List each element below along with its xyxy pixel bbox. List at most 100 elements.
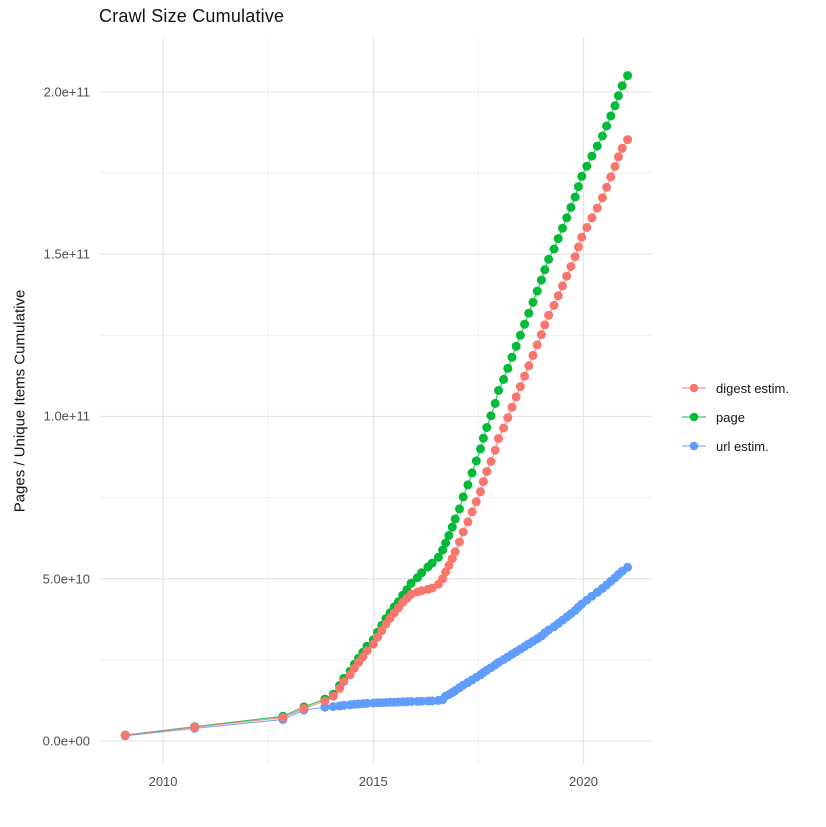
x-tick-label: 2015: [358, 774, 388, 789]
data-point-digest-estim: [467, 507, 477, 517]
data-point-page: [441, 538, 451, 548]
data-point-digest-estim: [503, 413, 513, 423]
data-point-page: [613, 91, 623, 101]
data-point-digest-estim: [299, 704, 309, 713]
data-point-page: [417, 568, 427, 578]
data-point-digest-estim: [610, 162, 620, 171]
data-point-digest-estim: [540, 320, 550, 330]
data-point-digest-estim: [476, 487, 485, 497]
y-tick-label: 2.0e+11: [43, 84, 90, 100]
data-point-digest-estim: [617, 143, 627, 153]
legend-label-url-estim: url estim.: [716, 438, 769, 454]
legend-key-page-icon: [682, 412, 706, 422]
data-point-digest-estim: [455, 537, 464, 547]
legend: digest estim. page url estim.: [681, 380, 789, 454]
data-point-page: [610, 101, 620, 111]
data-point-page: [499, 374, 509, 384]
data-point-digest-estim: [592, 203, 602, 213]
data-point-digest-estim: [120, 730, 130, 740]
data-point-digest-estim: [482, 467, 492, 477]
data-point-page: [507, 352, 517, 362]
data-point-digest-estim: [566, 262, 576, 271]
data-point-digest-estim: [377, 626, 387, 636]
data-point-digest-estim: [373, 632, 382, 642]
chart-title: Crawl Size Cumulative: [99, 6, 285, 26]
data-point-digest-estim: [190, 722, 200, 732]
data-point-page: [532, 286, 542, 296]
data-point-digest-estim: [623, 135, 633, 145]
data-point-page: [524, 308, 534, 318]
data-point-page: [562, 213, 572, 223]
data-point-digest-estim: [335, 683, 345, 693]
data-point-digest-estim: [507, 402, 517, 412]
data-point-page: [558, 223, 567, 233]
data-point-page: [503, 363, 513, 373]
data-point-page: [544, 254, 554, 264]
data-point-digest-estim: [536, 330, 546, 340]
data-point-page: [463, 480, 473, 490]
legend-item-digest-estim: digest estim.: [681, 380, 789, 396]
data-point-page: [458, 492, 468, 502]
data-point-digest-estim: [524, 361, 534, 371]
data-point-digest-estim: [499, 423, 509, 433]
y-tick-label: 5.0e+10: [42, 571, 90, 587]
data-point-digest-estim: [528, 350, 538, 360]
series-points-digest-estim: [120, 135, 633, 740]
data-point-digest-estim: [602, 182, 612, 192]
data-point-digest-estim: [345, 670, 355, 680]
data-point-digest-estim: [494, 434, 503, 443]
data-point-page: [587, 151, 597, 161]
x-tick-label: 2020: [569, 774, 598, 789]
legend-label-digest-estim: digest estim.: [716, 380, 789, 396]
legend-key-digest-estim-icon: [682, 383, 706, 393]
data-point-page: [566, 202, 576, 212]
data-point-digest-estim: [368, 639, 378, 649]
data-point-digest-estim: [613, 152, 623, 162]
y-tick-label: 0.0e+00: [42, 733, 90, 749]
data-point-digest-estim: [339, 677, 349, 687]
data-point-digest-estim: [447, 554, 457, 564]
data-point-url-estim: [406, 697, 416, 706]
data-point-page: [592, 141, 602, 151]
data-point-page: [406, 578, 416, 588]
legend-label-page: page: [716, 409, 745, 425]
data-point-digest-estim: [515, 382, 525, 392]
data-point-page: [573, 182, 583, 192]
data-point-page: [520, 319, 530, 329]
data-point-digest-estim: [553, 291, 563, 301]
data-point-digest-estim: [562, 271, 572, 281]
data-point-digest-estim: [520, 371, 530, 381]
data-point-page: [511, 341, 521, 351]
data-point-digest-estim: [328, 691, 338, 701]
data-point-digest-estim: [511, 392, 521, 402]
data-point-digest-estim: [463, 517, 473, 527]
data-point-url-estim: [320, 702, 330, 712]
data-point-digest-estim: [444, 560, 454, 570]
data-point-page: [617, 81, 627, 91]
data-point-page: [536, 275, 546, 285]
data-point-page: [528, 297, 538, 307]
data-point-page: [438, 545, 448, 555]
legend-item-url-estim: url estim.: [681, 438, 789, 454]
data-point-digest-estim: [587, 213, 597, 223]
data-point-page: [494, 386, 503, 395]
data-point-digest-estim: [606, 172, 616, 182]
data-point-page: [433, 552, 443, 562]
data-point-page: [427, 558, 437, 568]
data-point-digest-estim: [532, 340, 542, 350]
data-point-page: [553, 234, 563, 244]
data-point-page: [582, 161, 592, 171]
data-point-page: [486, 411, 496, 421]
data-point-page: [606, 111, 616, 121]
data-point-digest-estim: [558, 281, 567, 291]
data-point-page: [482, 423, 492, 432]
data-point-page: [570, 192, 580, 202]
data-point-page: [602, 121, 612, 131]
data-point-digest-estim: [582, 223, 592, 232]
data-point-digest-estim: [478, 477, 488, 487]
data-point-page: [478, 433, 488, 443]
data-point-page: [623, 71, 633, 81]
data-point-page: [540, 265, 550, 275]
data-point-digest-estim: [570, 252, 580, 262]
data-point-digest-estim: [362, 646, 372, 656]
